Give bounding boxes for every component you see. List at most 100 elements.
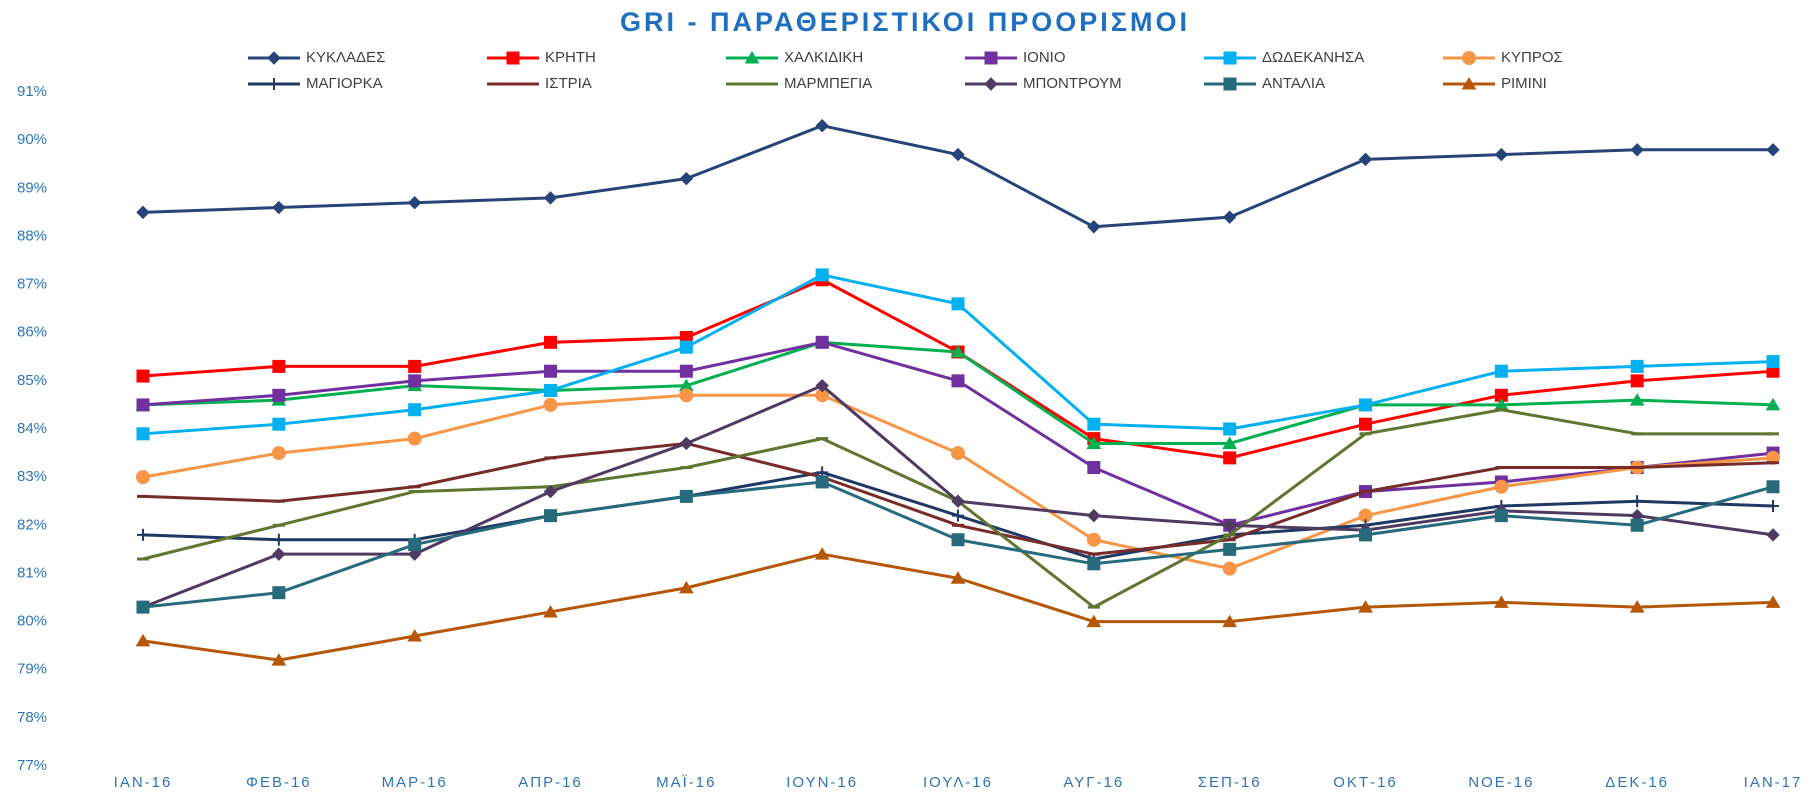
data-point [543,604,558,618]
data-point [272,417,286,431]
data-point [272,359,286,373]
legend-marker [1223,51,1237,65]
series-line [142,552,1774,662]
data-point [1765,595,1781,608]
data-point [814,547,830,560]
data-point [544,383,557,397]
x-tick-label: ΝΟΕ-16 [1468,774,1534,791]
data-point [407,547,422,561]
legend-label: ΔΩΔΕΚΑΝΗΣΑ [1262,49,1364,66]
y-tick-label: 89% [17,179,47,196]
legend-label: ΧΑΛΚΙΔΙΚΗ [784,49,863,66]
y-tick-label: 81% [17,564,47,581]
y-tick-label: 83% [17,468,47,485]
data-point [1629,393,1645,406]
data-point [1766,450,1780,465]
data-point [1358,600,1373,613]
data-point [1494,479,1509,494]
data-point [136,427,150,441]
x-tick-label: ΑΠΡ-16 [518,774,583,791]
x-tick-label: ΑΥΓ-16 [1063,774,1124,791]
x-tick-label: ΜΑΪ-16 [656,774,716,791]
legend-marker [984,51,998,65]
data-point [272,586,286,600]
legend-marker [506,51,520,65]
data-point [1359,417,1372,431]
data-point [407,629,423,642]
data-point [271,446,286,461]
legend-label: ΜΑΡΜΠΕΓΙΑ [784,75,872,92]
x-tick-label: ΣΕΠ-16 [1198,774,1262,791]
data-point [678,580,694,594]
data-point [1223,542,1237,556]
data-point [543,191,558,205]
data-point [136,470,150,485]
data-point [1766,528,1780,542]
x-tick-label: ΔΕΚ-16 [1605,774,1669,791]
data-point [815,378,829,393]
data-point [1630,374,1644,388]
data-point [543,397,558,412]
x-tick-label: ΙΟΥΝ-16 [786,774,858,791]
data-point [1086,614,1102,628]
y-tick-label: 80% [17,613,47,630]
x-tick-label: ΙΑΝ-17 [1744,774,1803,791]
legend-marker [744,51,760,64]
data-point [272,547,286,561]
data-point [1493,595,1509,608]
data-point [1767,500,1779,513]
legend-marker [1223,77,1237,91]
legend-label: ΚΥΚΛΑΔΕΣ [306,49,385,66]
data-point [1087,557,1101,571]
data-point [1766,355,1780,369]
legend-label: ΑΝΤΑΛΙΑ [1262,75,1325,92]
data-point [1359,528,1372,542]
data-point [951,446,965,461]
chart-title: GRI - ΠΑΡΑΘΕΡΙΣΤΙΚΟΙ ΠΡΟΟΡΙΣΜΟΙ [620,7,1190,37]
legend-label: ΙΟΝΙΟ [1023,49,1066,66]
series-line [142,124,1773,229]
y-tick-label: 88% [17,227,47,244]
x-tick-label: ΜΑΡ-16 [382,774,448,791]
data-point [951,533,965,547]
data-point [1629,600,1645,613]
data-point [272,533,285,546]
y-tick-label: 85% [17,372,47,389]
y-tick-label: 90% [17,131,47,148]
data-point [272,200,286,215]
data-point [951,297,965,311]
data-point [1630,359,1644,373]
data-point [408,359,422,373]
data-point [1630,518,1644,532]
y-tick-label: 87% [17,276,47,293]
data-point [950,344,966,358]
data-point [1087,417,1101,431]
y-tick-label: 79% [17,661,47,678]
data-point [407,196,422,210]
x-tick-label: ΙΟΥΛ-16 [923,774,993,791]
legend-label: ΚΥΠΡΟΣ [1501,49,1563,66]
data-point [1765,397,1781,411]
data-point [1494,364,1508,378]
y-tick-label: 91% [17,83,47,100]
data-point [951,494,965,508]
data-point [136,205,150,220]
data-point [272,388,286,402]
y-tick-label: 78% [17,709,47,726]
data-point [679,364,693,378]
data-point [1494,509,1508,523]
y-tick-label: 77% [17,757,47,774]
data-point [1766,480,1780,494]
legend-label: ΜΑΓΙΟΡΚΑ [306,75,383,92]
data-point [1630,143,1644,157]
data-point [815,335,829,349]
data-point [407,431,422,446]
legend-label: ΜΠΟΝΤΡΟΥΜ [1023,75,1122,92]
y-tick-label: 82% [17,516,47,533]
legend-marker [984,77,998,91]
data-point [1087,220,1101,234]
data-point [1086,436,1102,449]
data-point [137,528,149,541]
data-point [544,335,557,349]
